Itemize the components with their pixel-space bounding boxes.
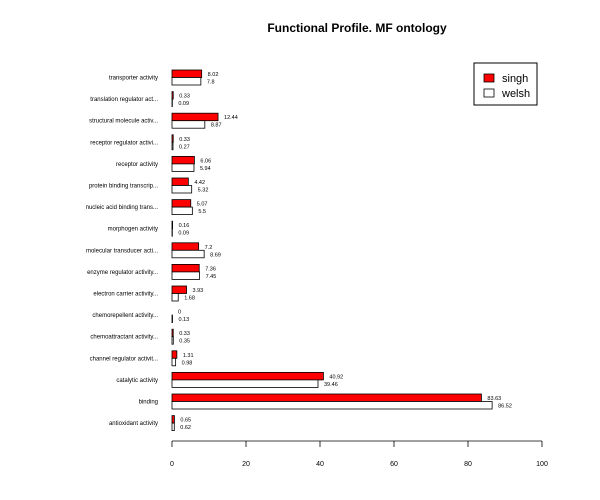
- category-label-transporter-activity: transporter activity: [109, 76, 158, 82]
- category-label-morphogen-activity: morphogen activity: [108, 227, 158, 233]
- bar-welsh-electron-carrier-activity: [171, 293, 179, 302]
- value-label-welsh-morphogen-activity: 0.09: [178, 231, 189, 237]
- category-label-chemorepellent-activity: chemorepellent activity...: [92, 313, 158, 319]
- bar-singh-translation-regulator-act: [171, 91, 174, 100]
- bar-singh-nucleic-acid-binding-trans: [171, 199, 192, 208]
- value-label-singh-electron-carrier-activity: 3.93: [193, 288, 204, 294]
- category-label-structural-molecule-activ: structural molecule activ...: [89, 119, 158, 125]
- value-label-singh-chemorepellent-activity: 0: [178, 310, 181, 316]
- bar-welsh-protein-binding-transcrip: [171, 185, 193, 194]
- value-label-singh-protein-binding-transcrip: 4.42: [194, 180, 205, 186]
- legend-label-welsh: welsh: [501, 88, 530, 100]
- bar-singh-morphogen-activity: [171, 220, 173, 230]
- value-label-welsh-enzyme-regulator-activity: 7.45: [206, 274, 217, 280]
- category-label-antioxidant-activity: antioxidant activity: [109, 421, 158, 427]
- value-label-singh-enzyme-regulator-activity: 7.36: [205, 266, 216, 272]
- category-label-channel-regulator-activit: channel regulator activit...: [90, 356, 159, 362]
- value-label-singh-translation-regulator-act: 0.33: [179, 94, 190, 100]
- value-label-singh-receptor-activity: 6.06: [200, 158, 211, 164]
- value-label-welsh-transporter-activity: 7.8: [207, 80, 215, 86]
- bars-group: antioxidant activity 0.650.62 binding 83.63…: [86, 69, 512, 432]
- bar-singh-structural-molecule-activ: [171, 112, 219, 122]
- legend-swatch-singh: [483, 73, 495, 83]
- x-tick-label-20: 20: [242, 461, 250, 468]
- category-label-catalytic-activity: catalytic activity: [116, 378, 158, 384]
- value-label-welsh-catalytic-activity: 39.46: [324, 382, 338, 388]
- category-label-nucleic-acid-binding-trans: nucleic acid binding trans...: [86, 205, 159, 211]
- legend-box: [473, 62, 538, 106]
- bar-singh-protein-binding-transcrip: [171, 177, 189, 186]
- category-label-protein-binding-transcrip: protein binding transcrip...: [89, 184, 158, 190]
- value-label-singh-molecular-transducer-acti: 7.2: [205, 245, 213, 251]
- value-label-welsh-antioxidant-activity: 0.62: [180, 425, 191, 431]
- bar-singh-electron-carrier-activity: [171, 285, 187, 294]
- category-label-enzyme-regulator-activity: enzyme regulator activity...: [87, 270, 158, 276]
- bar-welsh-channel-regulator-activit: [171, 357, 177, 367]
- bar-singh-transporter-activity: [171, 69, 203, 78]
- bar-singh-binding: [171, 393, 482, 402]
- category-label-electron-carrier-activity: electron carrier activity...: [93, 292, 158, 298]
- value-label-singh-channel-regulator-activit: 1.31: [183, 353, 194, 359]
- value-label-welsh-receptor-activity: 5.94: [200, 166, 211, 172]
- value-label-welsh-channel-regulator-activit: 0.98: [182, 360, 193, 366]
- bar-welsh-enzyme-regulator-activity: [171, 271, 200, 280]
- value-label-singh-structural-molecule-activ: 12.44: [224, 115, 238, 121]
- value-label-welsh-chemorepellent-activity: 0.13: [178, 317, 189, 323]
- bar-singh-channel-regulator-activit: [171, 350, 178, 359]
- value-label-welsh-receptor-regulator-activi: 0.27: [179, 144, 190, 150]
- x-tick-label-0: 0: [170, 461, 174, 468]
- value-label-welsh-molecular-transducer-acti: 8.69: [210, 252, 221, 258]
- bar-singh-antioxidant-activity: [171, 415, 175, 424]
- bar-welsh-transporter-activity: [171, 77, 202, 86]
- bar-welsh-antioxidant-activity: [171, 422, 175, 432]
- category-label-chemoattractant-activity: chemoattractant activity...: [90, 335, 158, 341]
- legend: singh welsh: [473, 62, 538, 106]
- bar-welsh-receptor-activity: [171, 163, 195, 172]
- value-label-welsh-nucleic-acid-binding-trans: 5.5: [198, 209, 206, 215]
- value-label-singh-transporter-activity: 8.02: [208, 72, 219, 78]
- category-label-translation-regulator-act: translation regulator act...: [90, 97, 158, 103]
- bar-welsh-receptor-regulator-activi: [171, 141, 174, 151]
- x-tick-label-80: 80: [464, 461, 472, 468]
- bar-welsh-chemoattractant-activity: [171, 336, 174, 345]
- value-label-welsh-translation-regulator-act: 0.09: [178, 101, 189, 107]
- bar-singh-receptor-activity: [171, 155, 195, 165]
- value-label-singh-nucleic-acid-binding-trans: 5.07: [197, 202, 208, 208]
- bar-singh-catalytic-activity: [171, 371, 324, 381]
- bar-welsh-molecular-transducer-acti: [171, 249, 205, 259]
- value-label-singh-catalytic-activity: 40.92: [329, 374, 343, 380]
- value-label-singh-morphogen-activity: 0.16: [179, 223, 190, 229]
- value-label-singh-receptor-regulator-activi: 0.33: [179, 137, 190, 143]
- value-label-welsh-chemoattractant-activity: 0.35: [179, 339, 190, 345]
- legend-swatch-welsh: [483, 88, 495, 98]
- x-axis: 0 20 40 60 80 100: [170, 440, 548, 468]
- bar-singh-chemoattractant-activity: [171, 328, 174, 338]
- category-label-molecular-transducer-acti: molecular transducer acti...: [86, 248, 158, 254]
- legend-label-singh: singh: [502, 73, 528, 85]
- value-label-welsh-electron-carrier-activity: 1.68: [184, 296, 195, 302]
- chart-title: Functional Profile. MF ontology: [267, 21, 447, 35]
- bar-welsh-structural-molecule-activ: [171, 120, 206, 129]
- bar-welsh-nucleic-acid-binding-trans: [171, 206, 193, 216]
- category-label-receptor-activity: receptor activity: [116, 162, 158, 168]
- value-label-welsh-structural-molecule-activ: 8.87: [211, 123, 222, 129]
- bar-singh-molecular-transducer-acti: [171, 242, 200, 251]
- value-label-singh-antioxidant-activity: 0.65: [180, 418, 191, 424]
- x-tick-label-100: 100: [536, 461, 548, 468]
- category-label-binding: binding: [139, 400, 158, 406]
- bar-welsh-binding: [171, 401, 493, 410]
- value-label-singh-binding: 83.63: [487, 396, 501, 402]
- value-label-welsh-binding: 86.52: [498, 404, 512, 410]
- bar-welsh-catalytic-activity: [171, 379, 319, 388]
- x-tick-label-60: 60: [390, 461, 398, 468]
- bar-singh-receptor-regulator-activi: [171, 134, 174, 143]
- x-tick-label-40: 40: [316, 461, 324, 468]
- bar-singh-enzyme-regulator-activity: [171, 263, 200, 273]
- category-label-receptor-regulator-activi: receptor regulator activi...: [90, 140, 158, 146]
- value-label-welsh-protein-binding-transcrip: 5.32: [198, 188, 209, 194]
- value-label-singh-chemoattractant-activity: 0.33: [179, 331, 190, 337]
